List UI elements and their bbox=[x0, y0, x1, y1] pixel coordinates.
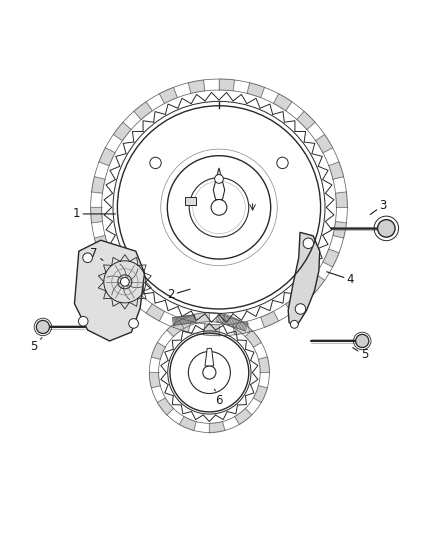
Circle shape bbox=[356, 334, 369, 348]
Circle shape bbox=[203, 366, 216, 379]
Polygon shape bbox=[274, 94, 292, 111]
Polygon shape bbox=[184, 316, 187, 324]
Polygon shape bbox=[219, 79, 234, 91]
Polygon shape bbox=[323, 249, 339, 267]
Circle shape bbox=[303, 238, 314, 248]
Text: 6: 6 bbox=[215, 389, 223, 407]
Polygon shape bbox=[113, 122, 131, 141]
Polygon shape bbox=[241, 322, 245, 330]
Polygon shape bbox=[307, 274, 325, 293]
Polygon shape bbox=[235, 408, 252, 424]
Polygon shape bbox=[223, 316, 226, 324]
Circle shape bbox=[211, 199, 227, 215]
Polygon shape bbox=[213, 168, 225, 199]
Polygon shape bbox=[188, 316, 191, 324]
Polygon shape bbox=[178, 317, 180, 325]
Circle shape bbox=[150, 157, 161, 168]
Polygon shape bbox=[173, 317, 191, 332]
Polygon shape bbox=[99, 148, 115, 166]
FancyBboxPatch shape bbox=[185, 197, 196, 205]
Text: 4: 4 bbox=[327, 272, 354, 286]
Polygon shape bbox=[159, 87, 177, 103]
Polygon shape bbox=[91, 207, 102, 223]
Polygon shape bbox=[333, 222, 346, 238]
Polygon shape bbox=[253, 386, 267, 402]
Polygon shape bbox=[174, 317, 177, 325]
Polygon shape bbox=[194, 312, 209, 324]
Polygon shape bbox=[179, 416, 196, 431]
Polygon shape bbox=[92, 176, 105, 193]
Circle shape bbox=[295, 304, 306, 314]
Text: 1: 1 bbox=[73, 207, 116, 221]
Circle shape bbox=[83, 253, 92, 263]
Polygon shape bbox=[123, 285, 141, 303]
Polygon shape bbox=[187, 316, 188, 324]
Text: 7: 7 bbox=[90, 247, 103, 261]
Polygon shape bbox=[146, 304, 164, 321]
Polygon shape bbox=[152, 343, 166, 359]
Polygon shape bbox=[173, 318, 174, 326]
Polygon shape bbox=[231, 319, 234, 327]
Circle shape bbox=[120, 278, 129, 286]
Circle shape bbox=[78, 317, 88, 326]
Polygon shape bbox=[223, 314, 239, 328]
Circle shape bbox=[129, 319, 138, 328]
Text: 3: 3 bbox=[370, 199, 387, 214]
Polygon shape bbox=[191, 315, 192, 323]
Polygon shape bbox=[286, 295, 304, 313]
Text: 5: 5 bbox=[353, 348, 368, 361]
Circle shape bbox=[290, 320, 298, 328]
Polygon shape bbox=[205, 349, 214, 366]
Polygon shape bbox=[316, 134, 332, 153]
Polygon shape bbox=[261, 311, 279, 327]
Polygon shape bbox=[188, 80, 205, 93]
Polygon shape bbox=[204, 324, 219, 336]
Circle shape bbox=[277, 157, 288, 168]
Polygon shape bbox=[192, 315, 194, 323]
Polygon shape bbox=[228, 318, 232, 326]
Polygon shape bbox=[258, 357, 269, 373]
Circle shape bbox=[215, 175, 223, 183]
Polygon shape bbox=[297, 111, 315, 130]
Polygon shape bbox=[157, 398, 173, 415]
Polygon shape bbox=[247, 83, 265, 98]
Polygon shape bbox=[183, 316, 184, 324]
Polygon shape bbox=[245, 330, 261, 347]
Polygon shape bbox=[180, 317, 182, 325]
Circle shape bbox=[378, 220, 395, 237]
Polygon shape bbox=[236, 320, 240, 328]
Polygon shape bbox=[95, 236, 109, 253]
Polygon shape bbox=[177, 317, 178, 325]
Circle shape bbox=[36, 320, 49, 334]
Polygon shape bbox=[106, 262, 122, 280]
Polygon shape bbox=[244, 323, 248, 331]
Polygon shape bbox=[149, 373, 160, 388]
Polygon shape bbox=[239, 321, 243, 329]
Polygon shape bbox=[336, 192, 347, 207]
Polygon shape bbox=[288, 232, 320, 326]
Polygon shape bbox=[233, 319, 237, 327]
Polygon shape bbox=[134, 102, 152, 119]
Text: 5: 5 bbox=[31, 338, 42, 353]
Polygon shape bbox=[217, 314, 221, 322]
Text: 2: 2 bbox=[167, 288, 190, 302]
Polygon shape bbox=[209, 422, 225, 432]
Polygon shape bbox=[74, 240, 145, 341]
Polygon shape bbox=[233, 321, 250, 335]
Polygon shape bbox=[167, 320, 184, 336]
Polygon shape bbox=[225, 317, 229, 325]
Polygon shape bbox=[220, 315, 224, 323]
Polygon shape bbox=[329, 162, 343, 179]
